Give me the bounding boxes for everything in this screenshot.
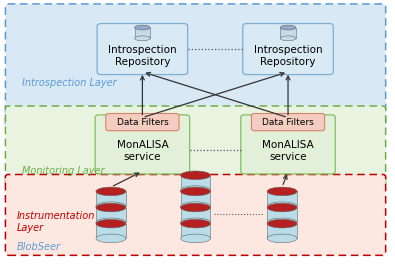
FancyBboxPatch shape — [243, 23, 333, 75]
Text: Data Filters: Data Filters — [262, 118, 314, 127]
Polygon shape — [96, 191, 126, 206]
Polygon shape — [135, 28, 150, 38]
Text: MonALISA
service: MonALISA service — [117, 140, 168, 162]
Text: Introspection Layer: Introspection Layer — [23, 77, 117, 88]
Ellipse shape — [181, 186, 211, 194]
Ellipse shape — [96, 203, 126, 212]
Text: Introspection
Repository: Introspection Repository — [254, 45, 322, 67]
Ellipse shape — [267, 218, 297, 227]
Polygon shape — [96, 208, 126, 222]
Ellipse shape — [135, 25, 150, 30]
Ellipse shape — [181, 234, 211, 243]
FancyBboxPatch shape — [97, 23, 188, 75]
Ellipse shape — [280, 25, 296, 30]
FancyBboxPatch shape — [252, 113, 325, 131]
Text: BlobSeer: BlobSeer — [17, 242, 60, 252]
Ellipse shape — [96, 219, 126, 228]
Polygon shape — [267, 191, 297, 206]
Text: Instrumentation
Layer: Instrumentation Layer — [17, 211, 95, 233]
Ellipse shape — [96, 202, 126, 211]
FancyBboxPatch shape — [6, 4, 386, 126]
Ellipse shape — [181, 202, 211, 211]
Ellipse shape — [96, 218, 126, 227]
Ellipse shape — [267, 187, 297, 196]
FancyBboxPatch shape — [241, 115, 335, 174]
Polygon shape — [181, 175, 211, 190]
FancyBboxPatch shape — [6, 174, 386, 255]
Ellipse shape — [181, 203, 211, 212]
FancyBboxPatch shape — [106, 113, 179, 131]
Ellipse shape — [135, 36, 150, 41]
Ellipse shape — [267, 219, 297, 228]
Ellipse shape — [280, 36, 296, 41]
Ellipse shape — [267, 203, 297, 212]
Text: Monitoring Layer: Monitoring Layer — [23, 166, 105, 176]
Text: Introspection
Repository: Introspection Repository — [108, 45, 177, 67]
Text: Data Filters: Data Filters — [117, 118, 168, 127]
Polygon shape — [181, 208, 211, 222]
Ellipse shape — [96, 187, 126, 196]
Polygon shape — [96, 224, 126, 238]
Ellipse shape — [267, 202, 297, 211]
Text: MonALISA
service: MonALISA service — [262, 140, 314, 162]
Ellipse shape — [96, 234, 126, 243]
Polygon shape — [181, 224, 211, 238]
FancyBboxPatch shape — [6, 106, 386, 187]
FancyBboxPatch shape — [95, 115, 190, 174]
Ellipse shape — [181, 187, 211, 196]
Polygon shape — [267, 208, 297, 222]
Polygon shape — [181, 191, 211, 206]
Ellipse shape — [181, 219, 211, 228]
Polygon shape — [280, 28, 296, 38]
Polygon shape — [267, 224, 297, 238]
Ellipse shape — [181, 218, 211, 227]
Ellipse shape — [181, 171, 211, 180]
Ellipse shape — [267, 234, 297, 243]
